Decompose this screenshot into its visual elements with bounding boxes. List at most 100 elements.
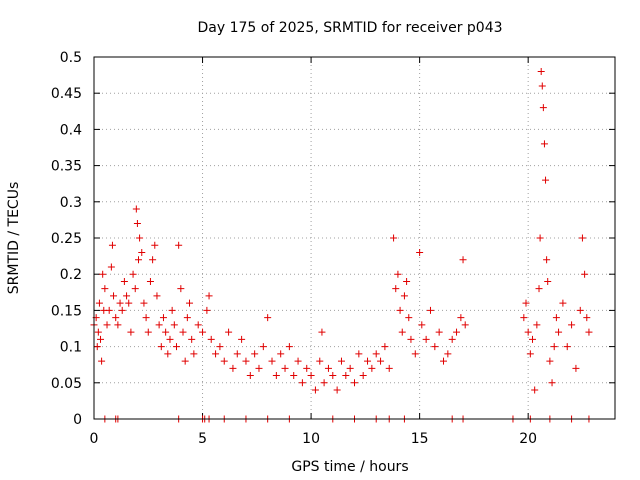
y-tick-label: 0.25 bbox=[51, 231, 82, 247]
data-point bbox=[318, 328, 326, 336]
data-point bbox=[346, 364, 354, 372]
data-point bbox=[381, 343, 389, 351]
data-point bbox=[181, 357, 189, 365]
data-point bbox=[303, 364, 311, 372]
data-point bbox=[540, 140, 548, 148]
data-point bbox=[194, 321, 202, 329]
data-point bbox=[97, 335, 105, 343]
data-point bbox=[298, 379, 306, 387]
data-point bbox=[94, 328, 102, 336]
y-axis-ticks: 0 0.05 0.1 0.15 0.2 0.25 0.3 0.35 0.4 0.45 0.5 bbox=[51, 50, 615, 428]
data-point bbox=[398, 328, 406, 336]
data-point bbox=[576, 306, 584, 314]
data-point bbox=[186, 299, 194, 307]
data-point bbox=[307, 372, 315, 380]
data-point bbox=[229, 364, 237, 372]
y-tick-label: 0.4 bbox=[60, 122, 82, 138]
data-point bbox=[259, 343, 267, 351]
data-point bbox=[93, 343, 101, 351]
data-point bbox=[426, 306, 434, 314]
data-point bbox=[583, 314, 591, 322]
data-point bbox=[400, 292, 408, 300]
data-point bbox=[368, 364, 376, 372]
x-tick-label: 20 bbox=[519, 431, 537, 447]
data-point bbox=[153, 292, 161, 300]
data-point bbox=[316, 357, 324, 365]
data-point bbox=[535, 285, 543, 293]
data-point bbox=[205, 292, 213, 300]
y-axis-title: SRMTID / TECUs bbox=[6, 182, 22, 295]
data-point bbox=[422, 335, 430, 343]
data-point bbox=[543, 256, 551, 264]
data-point bbox=[107, 263, 115, 271]
data-point bbox=[524, 328, 532, 336]
data-point bbox=[98, 357, 106, 365]
data-point bbox=[149, 256, 157, 264]
data-point bbox=[175, 241, 183, 249]
data-points bbox=[90, 67, 593, 423]
data-point bbox=[99, 270, 107, 278]
data-point bbox=[199, 328, 207, 336]
data-point bbox=[216, 343, 224, 351]
data-point bbox=[578, 234, 586, 242]
data-point bbox=[132, 205, 140, 213]
y-tick-label: 0.5 bbox=[60, 50, 82, 66]
data-point bbox=[233, 350, 241, 358]
data-point bbox=[116, 299, 124, 307]
data-point bbox=[539, 104, 547, 112]
data-point bbox=[190, 350, 198, 358]
data-point bbox=[123, 292, 131, 300]
data-point bbox=[416, 248, 424, 256]
data-point bbox=[118, 306, 126, 314]
x-axis-ticks: 0 5 10 15 20 bbox=[90, 57, 537, 447]
data-point bbox=[418, 321, 426, 329]
data-point bbox=[324, 364, 332, 372]
data-point bbox=[568, 321, 576, 329]
data-point bbox=[526, 350, 534, 358]
x-tick-label: 10 bbox=[302, 431, 320, 447]
data-point bbox=[394, 270, 402, 278]
data-point bbox=[377, 357, 385, 365]
data-point bbox=[105, 306, 113, 314]
data-point bbox=[268, 357, 276, 365]
data-point bbox=[355, 350, 363, 358]
data-point bbox=[457, 314, 465, 322]
data-point bbox=[177, 285, 185, 293]
data-point bbox=[290, 372, 298, 380]
data-point bbox=[112, 314, 120, 322]
data-point bbox=[555, 328, 563, 336]
data-point bbox=[390, 234, 398, 242]
data-point bbox=[548, 379, 556, 387]
data-point bbox=[131, 285, 139, 293]
data-point bbox=[407, 335, 415, 343]
data-point bbox=[225, 328, 233, 336]
data-point bbox=[140, 299, 148, 307]
data-point bbox=[542, 176, 550, 184]
y-tick-label: 0.05 bbox=[51, 376, 82, 392]
y-tick-label: 0.45 bbox=[51, 86, 82, 102]
data-point bbox=[329, 372, 337, 380]
data-point bbox=[138, 248, 146, 256]
data-point bbox=[251, 350, 259, 358]
data-point bbox=[136, 234, 144, 242]
data-point bbox=[581, 270, 589, 278]
data-point bbox=[544, 277, 552, 285]
data-point bbox=[337, 357, 345, 365]
data-point bbox=[188, 335, 196, 343]
data-point bbox=[166, 335, 174, 343]
data-point bbox=[538, 82, 546, 90]
data-point bbox=[364, 357, 372, 365]
data-point bbox=[333, 386, 341, 394]
data-point bbox=[536, 234, 544, 242]
y-tick-label: 0.1 bbox=[60, 340, 82, 356]
data-point bbox=[559, 299, 567, 307]
data-point bbox=[172, 343, 180, 351]
data-point bbox=[435, 328, 443, 336]
data-point bbox=[440, 357, 448, 365]
data-point bbox=[146, 277, 154, 285]
y-tick-label: 0.15 bbox=[51, 303, 82, 319]
y-tick-label: 0 bbox=[73, 412, 82, 428]
data-point bbox=[127, 328, 135, 336]
data-point bbox=[311, 386, 319, 394]
